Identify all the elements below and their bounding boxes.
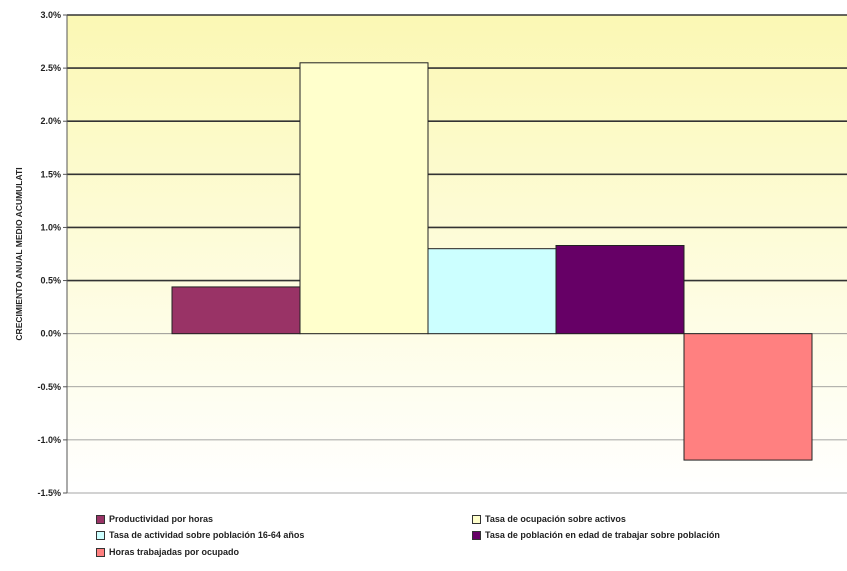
legend-swatch	[96, 547, 105, 557]
bar	[683, 333, 813, 461]
legend-label: Tasa de ocupación sobre activos	[485, 514, 626, 524]
y-tick-label: 3.0%	[40, 10, 61, 20]
y-tick-label: 1.0%	[40, 222, 61, 232]
bars	[171, 62, 813, 461]
bar	[555, 245, 685, 335]
legend-label: Tasa de población en edad de trabajar so…	[485, 530, 720, 540]
legend-swatch	[96, 514, 105, 524]
legend-swatch	[472, 530, 481, 540]
y-tick-label: -1.0%	[37, 435, 61, 445]
y-tick-label: -1.5%	[37, 488, 61, 498]
bar	[427, 248, 557, 335]
bar	[171, 286, 301, 335]
bar-chart: 3.0% 2.5% 2.0% 1.5% 1.0% 0.5% 0.0% -0.5% -1.0% -1…	[14, 10, 847, 498]
y-tick-label: 0.0%	[40, 329, 61, 339]
legend-item: Horas trabajadas por ocupado	[96, 547, 239, 557]
y-tick-label: -0.5%	[37, 382, 61, 392]
y-tick-label: 2.5%	[40, 63, 61, 73]
y-tick-label: 1.5%	[40, 169, 61, 179]
legend-item: Tasa de actividad sobre población 16-64 …	[96, 530, 304, 540]
y-axis-title: CRECIMIENTO ANUAL MEDIO ACUMULATI	[14, 167, 24, 340]
y-tick-labels: 3.0% 2.5% 2.0% 1.5% 1.0% 0.5% 0.0% -0.5% -1.0% -1…	[37, 10, 61, 498]
legend-item: Tasa de población en edad de trabajar so…	[472, 530, 720, 540]
legend-item: Productividad por horas	[96, 514, 213, 524]
legend-label: Productividad por horas	[109, 514, 214, 524]
legend-label: Horas trabajadas por ocupado	[109, 547, 240, 557]
y-tick-label: 0.5%	[40, 276, 61, 286]
legend-item: Tasa de ocupación sobre activos	[472, 514, 626, 524]
legend-label: Tasa de actividad sobre población 16-64 …	[109, 530, 305, 540]
legend: Productividad por horas Tasa de ocupación…	[96, 510, 847, 571]
legend-swatch	[472, 514, 481, 524]
y-tick-label: 2.0%	[40, 116, 61, 126]
bar	[299, 62, 429, 335]
legend-swatch	[96, 530, 105, 540]
